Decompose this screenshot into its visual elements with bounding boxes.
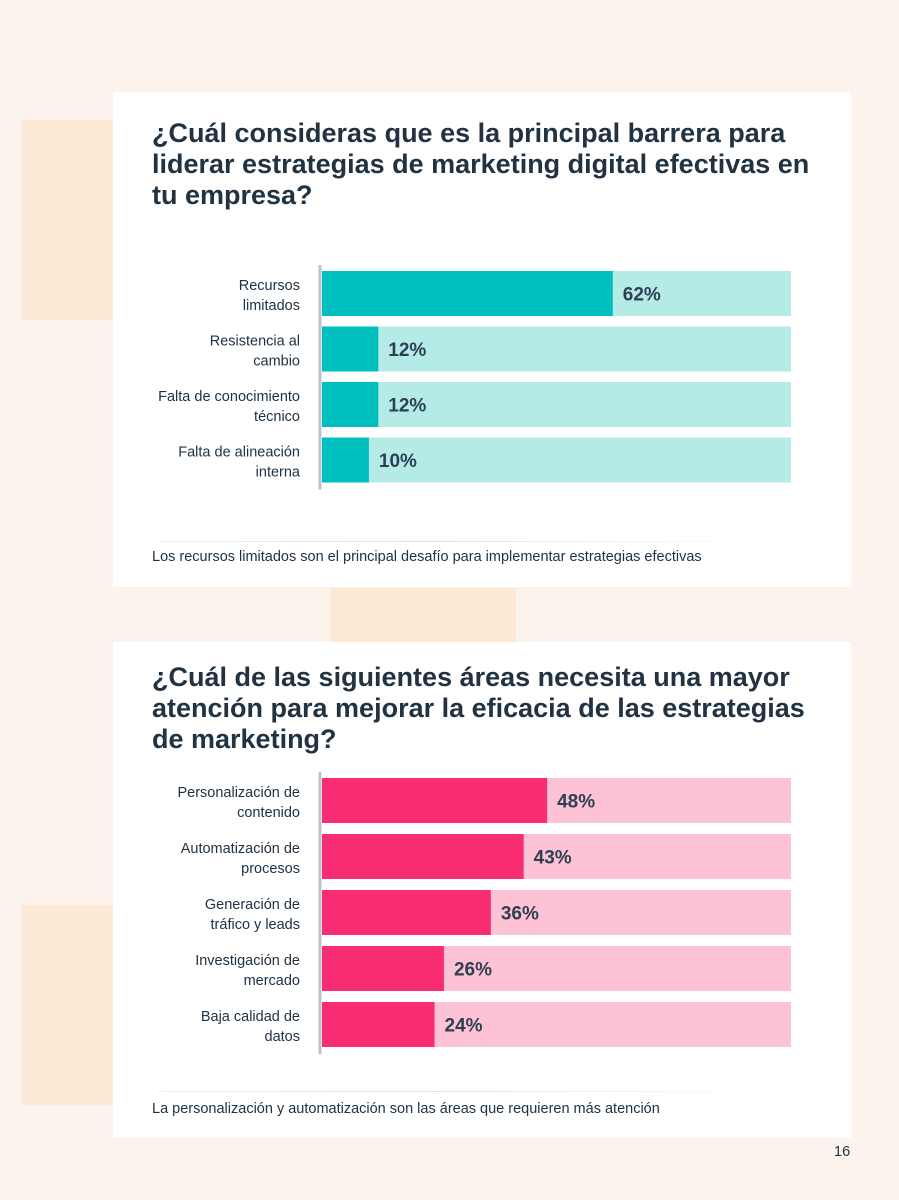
category-label: mercado bbox=[244, 973, 300, 989]
category-label: Personalización de bbox=[177, 785, 300, 801]
bar-row: 24% Baja calidad de datos bbox=[201, 1002, 791, 1047]
category-label: Baja calidad de bbox=[201, 1009, 300, 1025]
value-label: 36% bbox=[501, 904, 539, 925]
chart-note: La personalización y automatización son … bbox=[152, 1101, 660, 1117]
background-decoration-middle bbox=[330, 588, 516, 642]
category-label: datos bbox=[265, 1029, 300, 1045]
value-label: 10% bbox=[379, 451, 417, 472]
category-label: contenido bbox=[237, 805, 300, 821]
category-label: Recursos bbox=[239, 278, 300, 294]
areas-bar-chart: 48% Personalización de contenido 43% Automat… bbox=[177, 772, 791, 1054]
category-label: Falta de alineación bbox=[178, 445, 300, 461]
page-number: 16 bbox=[834, 1144, 851, 1160]
category-label: Investigación de bbox=[195, 953, 300, 969]
divider bbox=[158, 1091, 718, 1092]
bar-row: 36% Generación de tráfico y leads bbox=[205, 890, 791, 935]
value-label: 24% bbox=[445, 1016, 483, 1037]
bar bbox=[322, 946, 444, 991]
value-label: 12% bbox=[388, 396, 426, 417]
survey-card-barriers: ¿Cuál consideras que es la principal bar… bbox=[113, 92, 851, 587]
bar bbox=[322, 437, 369, 483]
value-label: 43% bbox=[534, 848, 572, 869]
bar-row: 43% Automatización de procesos bbox=[181, 834, 791, 879]
bar bbox=[322, 382, 379, 427]
category-label: limitados bbox=[243, 298, 300, 314]
category-label: Generación de bbox=[205, 897, 300, 913]
bar-row: 12% Falta de conocimiento técnico bbox=[158, 382, 791, 427]
category-label: Resistencia al bbox=[210, 334, 300, 350]
bar-row: 48% Personalización de contenido bbox=[177, 778, 791, 823]
divider bbox=[158, 541, 718, 542]
bar bbox=[322, 1002, 435, 1047]
chart-note: Los recursos limitados son el principal … bbox=[152, 549, 702, 565]
bar-row: 12% Resistencia al cambio bbox=[210, 326, 791, 372]
bar-row: 26% Investigación de mercado bbox=[195, 946, 791, 991]
value-label: 12% bbox=[388, 340, 426, 361]
value-label: 48% bbox=[557, 792, 595, 813]
value-label: 26% bbox=[454, 960, 492, 981]
survey-card-areas: ¿Cuál de las siguientes áreas necesita u… bbox=[113, 642, 851, 1138]
bar-row: 62% Recursos limitados bbox=[239, 271, 791, 316]
background-decoration-top bbox=[22, 120, 122, 320]
category-label: tráfico y leads bbox=[211, 917, 300, 933]
background-decoration-bottom bbox=[22, 905, 122, 1105]
bar bbox=[322, 271, 613, 316]
question-title: ¿Cuál de las siguientes áreas necesita u… bbox=[152, 662, 805, 754]
bar bbox=[322, 890, 491, 935]
category-label: técnico bbox=[254, 409, 300, 425]
question-title: ¿Cuál consideras que es la principal bar… bbox=[152, 118, 810, 210]
bar bbox=[322, 326, 379, 372]
barriers-bar-chart: 62% Recursos limitados 12% Resistencia al cam… bbox=[158, 265, 791, 490]
bar-row: 10% Falta de alineación interna bbox=[178, 437, 791, 483]
bar-track bbox=[322, 382, 791, 427]
bar bbox=[322, 834, 524, 879]
category-label: Automatización de bbox=[181, 841, 300, 857]
bar-track bbox=[322, 437, 791, 483]
category-label: cambio bbox=[253, 354, 300, 370]
category-label: Falta de conocimiento bbox=[158, 389, 300, 405]
bar bbox=[322, 778, 548, 823]
category-label: procesos bbox=[241, 861, 300, 877]
bar-track bbox=[322, 326, 791, 372]
category-label: interna bbox=[256, 465, 301, 481]
value-label: 62% bbox=[623, 285, 661, 306]
